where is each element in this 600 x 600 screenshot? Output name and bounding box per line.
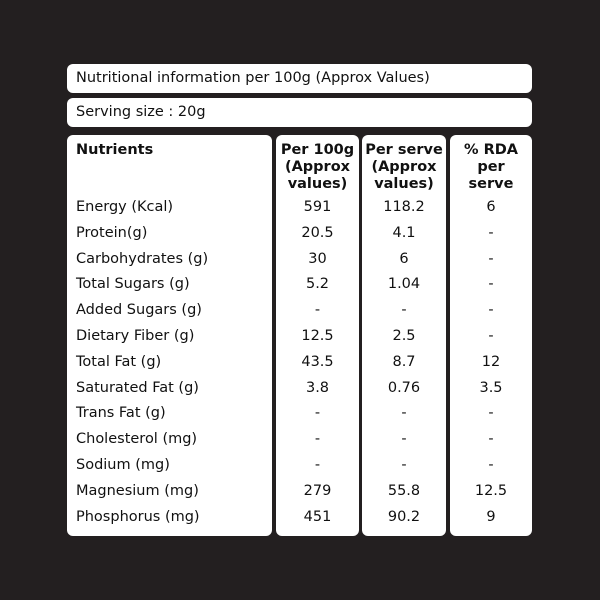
rda-header-line: per	[477, 159, 505, 175]
nutrient-name: Carbohydrates (g)	[76, 250, 209, 267]
per-serve-header-line: (Approx	[371, 159, 437, 175]
per-100g-value: 43.5	[301, 353, 334, 370]
rda-value: -	[488, 405, 494, 422]
per-serve-header: Per serve (Approx values)	[362, 142, 446, 193]
per-100g-value: -	[314, 302, 321, 319]
per-serve-value: 8.7	[392, 353, 416, 370]
per-100g-header-line: (Approx	[284, 159, 351, 175]
per-serve-value: 2.5	[392, 327, 416, 344]
per-100g-value-list: 591 20.5 30 5.2 - 12.5 43.5 3.8 - - - 27…	[276, 195, 359, 530]
nutrient-name: Dietary Fiber (g)	[76, 327, 195, 344]
nutrients-header-line: Nutrients	[76, 142, 154, 158]
per-serve-value: 55.8	[387, 482, 421, 499]
per-serve-value: 4.1	[392, 224, 416, 241]
rda-header-line: % RDA	[464, 142, 518, 158]
rda-value: -	[488, 224, 494, 241]
rda-value-list: 6 - - - - - 12 3.5 - - - 12.5 9	[450, 195, 532, 530]
serving-size-bar: Serving size : 20g	[67, 98, 532, 127]
per-serve-value-list: 118.2 4.1 6 1.04 - 2.5 8.7 0.76 - - - 55…	[362, 195, 446, 530]
per-100g-value: 591	[303, 199, 332, 215]
nutrient-name-list: Energy (Kcal) Protein(g) Carbohydrates (…	[67, 195, 272, 530]
per-serve-value: 90.2	[387, 508, 421, 525]
per-100g-header-line: values)	[287, 176, 348, 192]
nutrient-name: Trans Fat (g)	[76, 405, 166, 422]
per-serve-value: 0.76	[387, 379, 421, 396]
per-100g-value: -	[314, 431, 321, 448]
serving-size-text: Serving size : 20g	[76, 104, 206, 120]
rda-column: % RDA per serve 6 - - - - - 12 3.5 - - -…	[450, 135, 532, 536]
rda-value: -	[488, 431, 494, 448]
rda-value: 6	[486, 199, 496, 215]
per-100g-value: 451	[303, 508, 332, 525]
nutrient-name: Sodium (mg)	[76, 456, 170, 473]
per-100g-value: -	[314, 456, 321, 473]
per-100g-value: 30	[308, 250, 327, 267]
per-100g-value: 3.8	[305, 379, 330, 396]
per-100g-header: Per 100g (Approx values)	[276, 142, 359, 193]
rda-value: 3.5	[479, 379, 503, 396]
rda-value: -	[488, 327, 494, 344]
nutrient-name: Saturated Fat (g)	[76, 379, 199, 396]
nutrient-name: Total Sugars (g)	[76, 276, 190, 293]
rda-value: -	[488, 302, 494, 319]
per-serve-value: 6	[399, 250, 409, 267]
per-serve-header-line: Per serve	[365, 142, 443, 158]
per-serve-column: Per serve (Approx values) 118.2 4.1 6 1.…	[362, 135, 446, 536]
per-serve-header-line: values)	[374, 176, 434, 192]
per-100g-header-line: Per 100g	[280, 142, 355, 158]
per-100g-value: 279	[303, 482, 332, 499]
per-100g-value: 20.5	[301, 224, 334, 241]
per-serve-value: -	[401, 431, 407, 448]
nutrient-name: Magnesium (mg)	[76, 482, 199, 499]
nutrient-name: Total Fat (g)	[76, 353, 162, 370]
nutrients-header: Nutrients	[76, 142, 272, 159]
rda-value: 12.5	[474, 482, 508, 499]
per-100g-column: Per 100g (Approx values) 591 20.5 30 5.2…	[276, 135, 359, 536]
rda-value: 12	[481, 353, 501, 370]
nutrition-title: Nutritional information per 100g (Approx…	[76, 70, 430, 86]
nutrient-name: Protein(g)	[76, 224, 148, 241]
per-serve-value: -	[401, 405, 407, 422]
nutrition-title-bar: Nutritional information per 100g (Approx…	[67, 64, 532, 93]
nutrient-name: Phosphorus (mg)	[76, 508, 200, 525]
nutrients-column: Nutrients Energy (Kcal) Protein(g) Carbo…	[67, 135, 272, 536]
rda-value: 9	[486, 508, 496, 525]
per-serve-value: -	[401, 456, 407, 473]
per-100g-value: 12.5	[301, 327, 334, 344]
per-100g-value: 5.2	[305, 276, 330, 293]
rda-header-line: serve	[468, 176, 514, 192]
per-serve-value: 118.2	[383, 199, 425, 215]
rda-header: % RDA per serve	[450, 142, 532, 193]
per-100g-value: -	[314, 405, 321, 422]
rda-value: -	[488, 456, 494, 473]
nutrient-name: Cholesterol (mg)	[76, 431, 198, 448]
per-serve-value: 1.04	[387, 276, 421, 293]
rda-value: -	[488, 250, 494, 267]
nutrient-name: Energy (Kcal)	[76, 199, 174, 215]
rda-value: -	[488, 276, 494, 293]
per-serve-value: -	[401, 302, 407, 319]
nutrient-name: Added Sugars (g)	[76, 302, 202, 319]
